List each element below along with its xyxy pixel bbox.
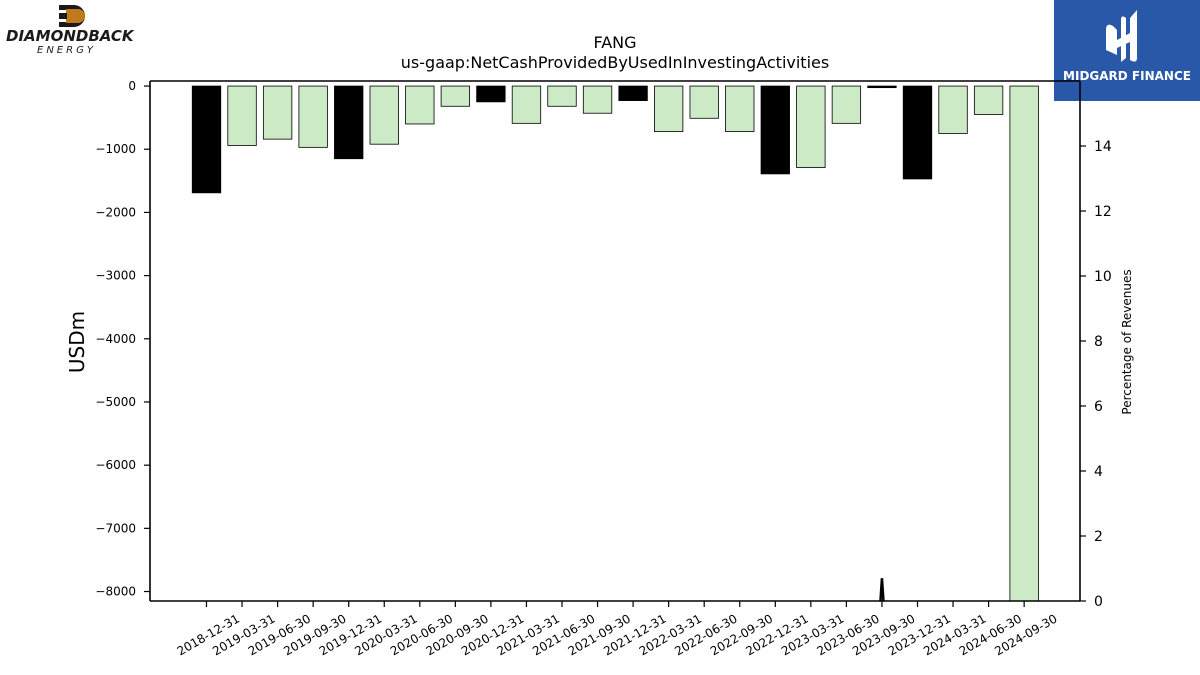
brand-left-sub: ENERGY: [37, 45, 96, 56]
y-tick-label: −2000: [95, 205, 136, 219]
bar: [831, 85, 862, 124]
axes-group: 0 −1000 −2000 −3000 −4000 −5000 −6000 −7000 −800…: [95, 79, 1112, 658]
series2-group: [879, 578, 885, 602]
midgard-finance-logo: MIDGARD FINANCE: [1054, 0, 1200, 101]
bars-group: [191, 85, 1039, 602]
bar: [582, 85, 613, 114]
y2-tick-label: 0: [1094, 594, 1103, 610]
y2-tick-label: 14: [1094, 139, 1112, 155]
chart-title: FANG: [593, 33, 636, 52]
bar: [938, 85, 968, 134]
midgard-logo-mark: MIDGARD FINANCE: [1063, 10, 1191, 83]
bar: [511, 85, 542, 124]
y2-tick-label: 4: [1094, 464, 1103, 480]
bar: [262, 85, 293, 140]
y2-tick-label: 12: [1094, 204, 1112, 220]
brand-right-name: MIDGARD FINANCE: [1063, 69, 1191, 83]
bar: [725, 85, 755, 132]
y2-tick-label: 2: [1094, 529, 1103, 545]
y-tick-label: −7000: [95, 521, 136, 535]
chart-subtitle: us-gaap:NetCashProvidedByUsedInInvesting…: [401, 53, 829, 72]
bar: [369, 85, 399, 145]
brand-left-name: DIAMONDBACK: [6, 27, 135, 45]
bar: [191, 85, 222, 194]
y-tick-label: 0: [128, 79, 136, 93]
y-tick-label: −3000: [95, 269, 136, 283]
diamondback-energy-logo: DIAMONDBACK ENERGY: [4, 4, 144, 56]
bar: [654, 85, 684, 132]
bar: [405, 85, 435, 125]
bar: [227, 85, 257, 146]
y-tick-label: −4000: [95, 332, 136, 346]
bar: [689, 85, 719, 119]
bar: [1009, 85, 1039, 602]
y-axis-label: USDm: [65, 311, 89, 373]
bar: [298, 85, 328, 148]
bar: [760, 85, 790, 175]
y-tick-label: −5000: [95, 395, 136, 409]
bar: [973, 85, 1004, 115]
bar: [618, 85, 648, 101]
series2-line: [879, 578, 885, 602]
y2-tick-label: 6: [1094, 399, 1103, 415]
bar: [796, 85, 826, 168]
y2-axis-label: Percentage of Revenues: [1120, 269, 1134, 414]
y-tick-label: −6000: [95, 458, 136, 472]
bar: [902, 85, 933, 180]
bar: [476, 85, 506, 103]
y2-tick-label: 10: [1094, 269, 1112, 285]
bar: [334, 85, 364, 160]
bar: [547, 85, 577, 107]
y-tick-label: −8000: [95, 585, 136, 599]
diamondback-logo-mark: DIAMONDBACK ENERGY: [6, 5, 135, 56]
y2-tick-label: 8: [1094, 334, 1103, 350]
y-tick-label: −1000: [95, 142, 136, 156]
bar: [867, 85, 897, 89]
bar: [440, 85, 471, 107]
